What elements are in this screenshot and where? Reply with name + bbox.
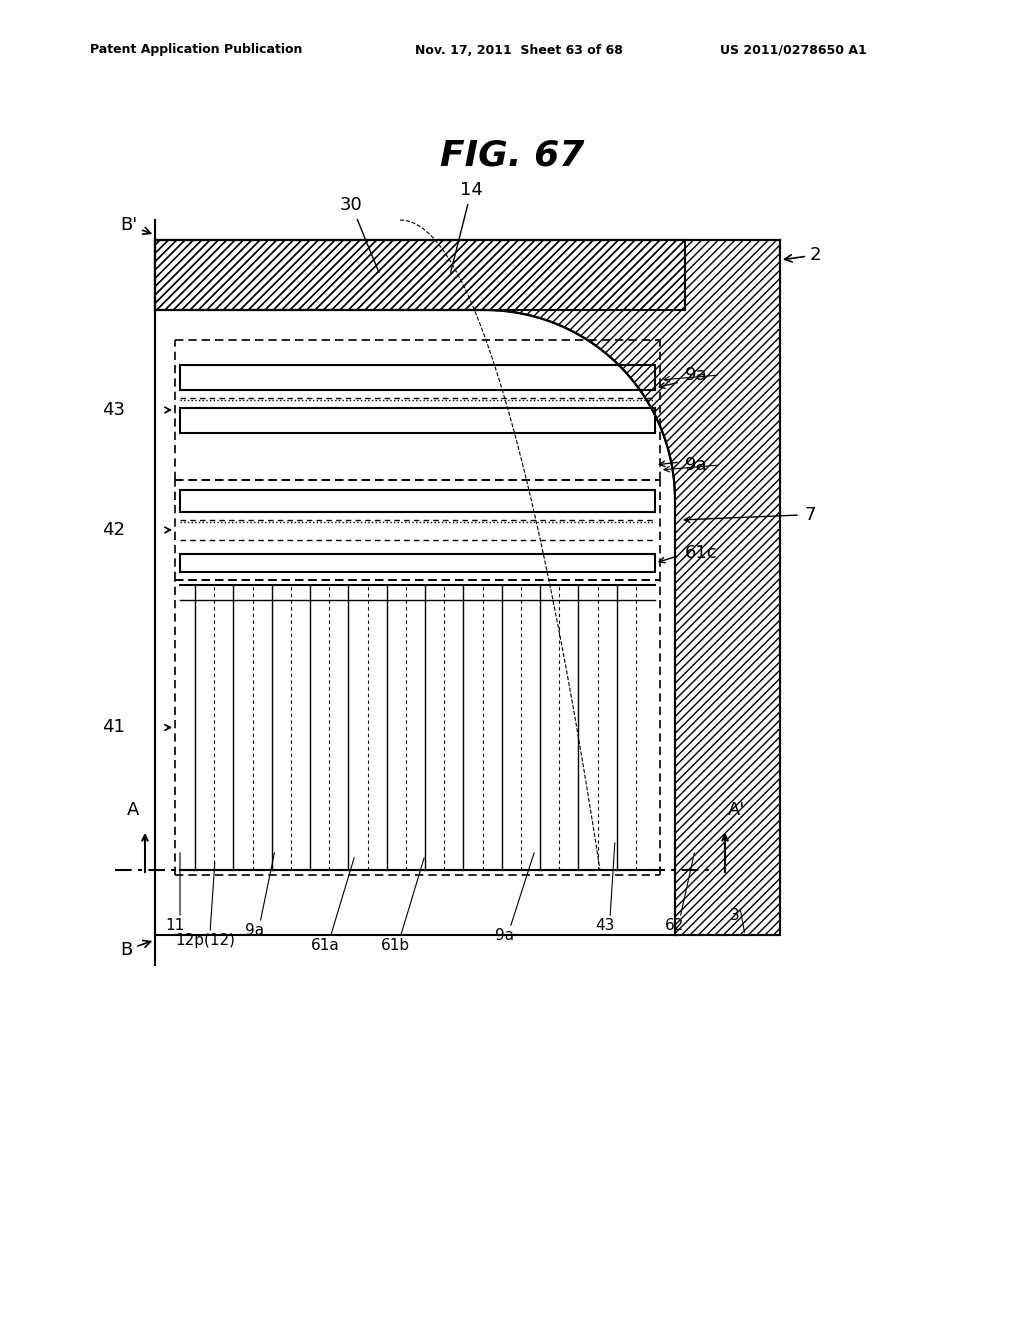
Text: 7: 7 — [805, 506, 816, 524]
Text: 11: 11 — [165, 917, 184, 933]
Text: A': A' — [728, 801, 745, 818]
Text: 42: 42 — [102, 521, 125, 539]
Text: 9a: 9a — [246, 923, 264, 939]
Text: 14: 14 — [451, 181, 483, 272]
Text: B: B — [120, 940, 151, 960]
Text: 9a: 9a — [496, 928, 515, 942]
Text: 43: 43 — [102, 401, 125, 418]
Text: 12p(12): 12p(12) — [175, 933, 234, 948]
Text: 43: 43 — [595, 917, 614, 933]
Text: 61c: 61c — [685, 544, 718, 562]
Text: 61b: 61b — [381, 939, 410, 953]
Text: A: A — [127, 801, 139, 818]
Text: 2: 2 — [784, 246, 821, 264]
Text: 61a: 61a — [310, 939, 339, 953]
Text: 41: 41 — [102, 718, 125, 737]
Text: 9a: 9a — [685, 366, 708, 384]
Text: Patent Application Publication: Patent Application Publication — [90, 44, 302, 57]
Text: 30: 30 — [340, 195, 379, 272]
Text: Nov. 17, 2011  Sheet 63 of 68: Nov. 17, 2011 Sheet 63 of 68 — [415, 44, 623, 57]
Text: US 2011/0278650 A1: US 2011/0278650 A1 — [720, 44, 866, 57]
Text: 62: 62 — [666, 917, 685, 933]
Text: 3: 3 — [730, 908, 740, 923]
Text: 9a: 9a — [685, 455, 708, 474]
Text: FIG. 67: FIG. 67 — [440, 139, 584, 172]
Text: B': B' — [120, 216, 151, 234]
